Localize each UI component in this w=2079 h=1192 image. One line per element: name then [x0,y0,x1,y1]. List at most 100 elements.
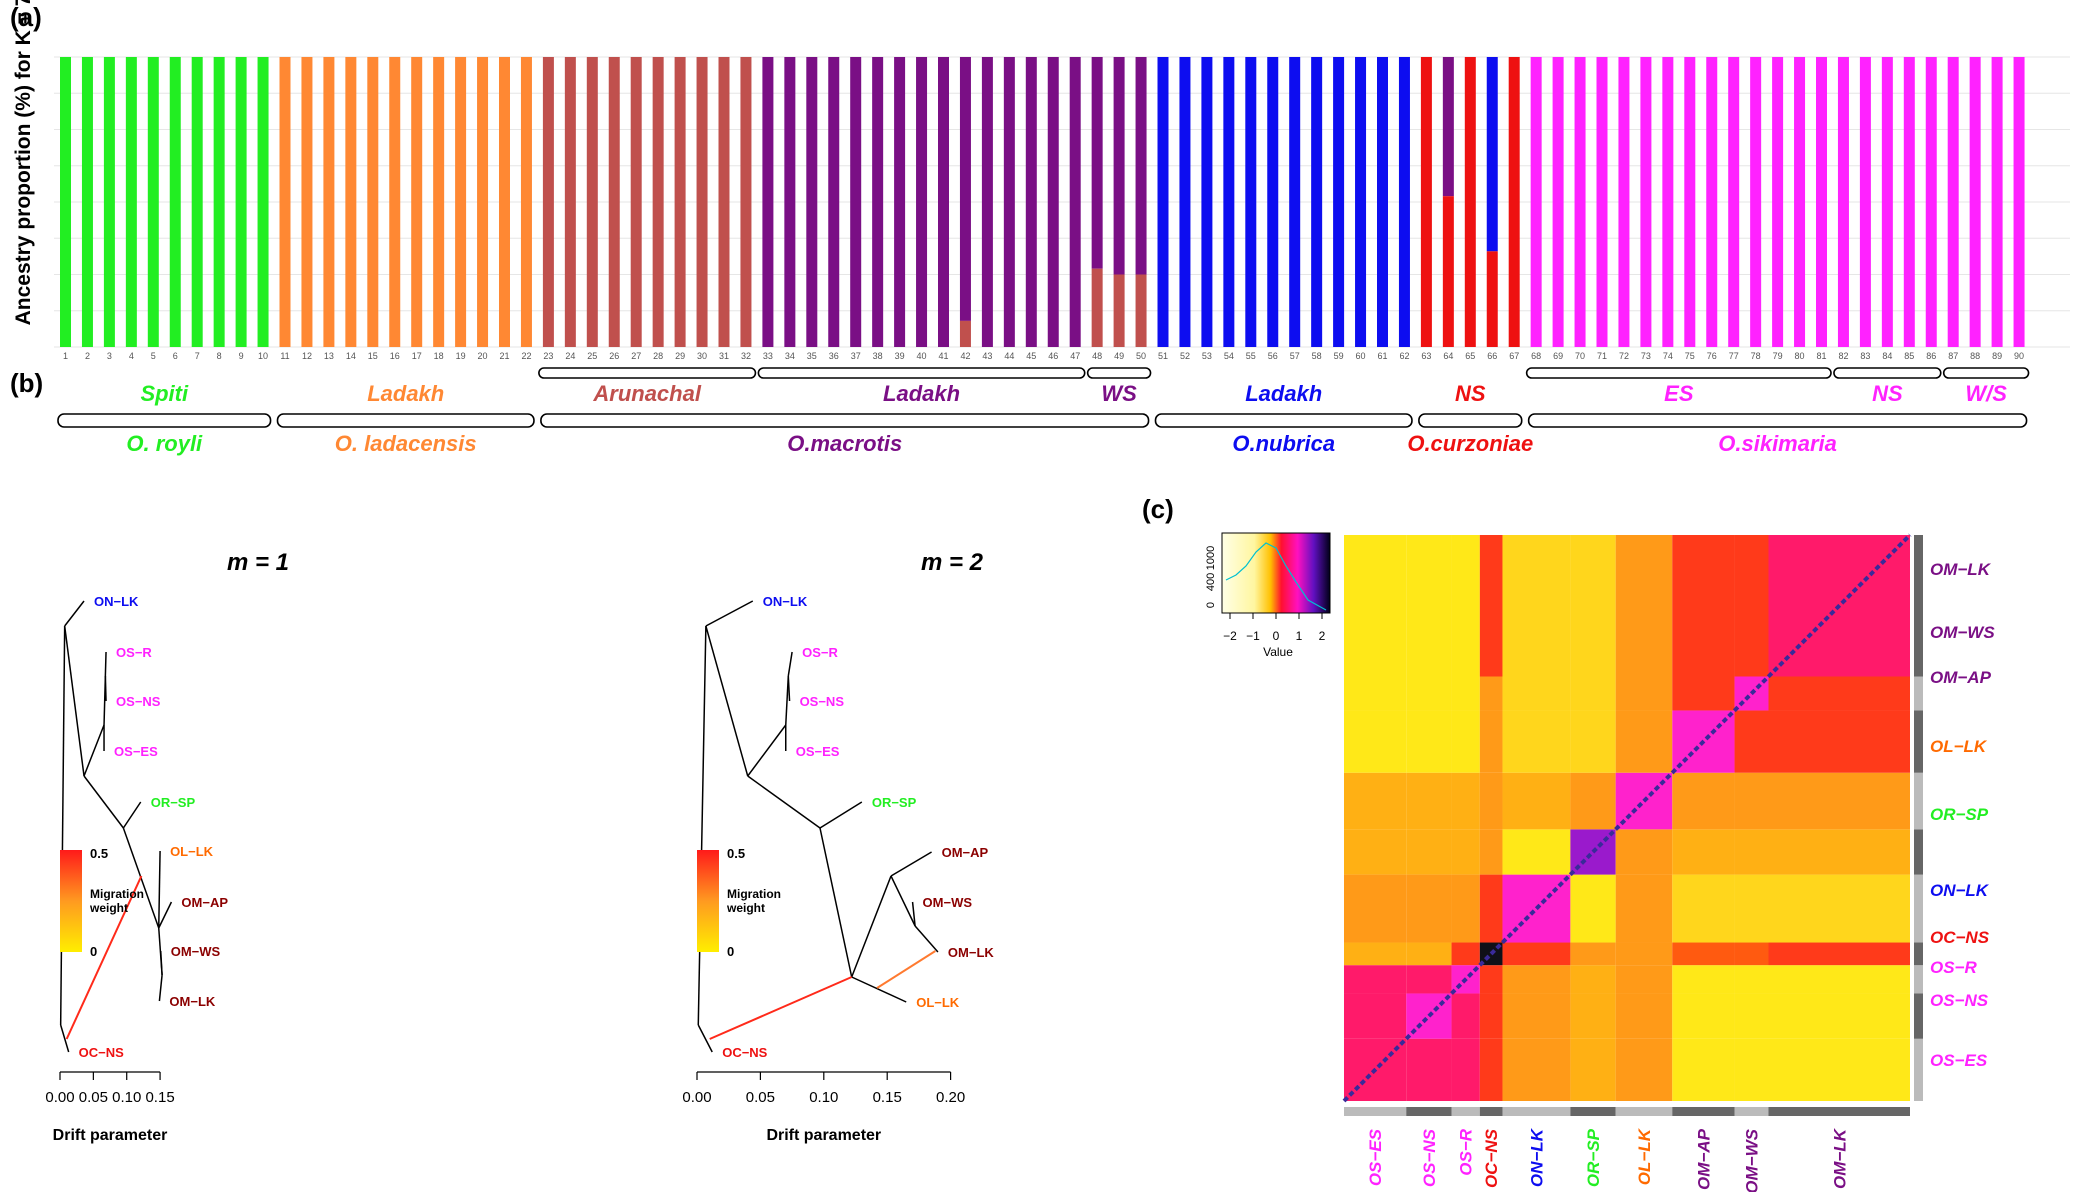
colorkey-hist-label: 0 [1205,602,1217,608]
col-group-bar [1406,1107,1452,1116]
x-axis-label: Drift parameter [53,1127,168,1144]
species-label: O.sikimaria [1718,431,1837,456]
heatmap-block [1672,993,1735,1039]
bar-44 [1003,57,1015,347]
bar-64 [1442,57,1454,197]
bar-2 [81,57,93,347]
tick-label-86: 86 [1926,351,1936,361]
bar-41 [938,57,949,347]
heatmap-block [1570,710,1616,773]
bar-53 [1201,57,1213,347]
tick-label-81: 81 [1816,351,1826,361]
heatmap-block [1406,829,1452,875]
bar-20 [477,57,489,347]
heatmap-block [1570,965,1616,994]
leaf-label: OM−LK [169,994,215,1009]
heatmap-block [1672,829,1735,875]
tick-label-24: 24 [565,351,575,361]
row-group-label: ON−LK [1930,881,1990,900]
tick-label-40: 40 [917,351,927,361]
treemix-m2: m = 2 ON−LK OS−R OS−NS OS−ES OR−SP OM−AP OM−WS… [682,549,994,1144]
bar-42-admix [959,320,971,347]
structure-ylabel: Ancestry proportion (%) for K = 7 [12,0,35,325]
heatmap-block [1344,874,1407,943]
heatmap-block [1734,1038,1769,1101]
leaf-label: OM−WS [171,944,221,959]
structure-group-labels: Spiti Ladakh Arunachal Ladakh WS Ladakh NS ES NS… [57,367,2030,456]
leaf-label: OL−LK [170,844,214,859]
leaf-label: OS−R [802,645,838,660]
region-bracket [538,367,757,379]
heatmap-block [1479,993,1503,1039]
heatmap-block [1768,710,1910,773]
tick-label-22: 22 [521,351,531,361]
tree-branch [705,625,749,777]
bar-29 [674,57,686,347]
migration-edge [709,976,853,1040]
colorkey-tick-label: 0 [1273,629,1280,643]
legend-title: Migration [727,887,781,901]
tick-label-6: 6 [173,351,178,361]
species-bracket [57,413,272,428]
leaf-label: OR−SP [151,795,196,810]
tick-label-79: 79 [1773,351,1783,361]
tick-label-74: 74 [1663,351,1673,361]
x-tick-label: 0.10 [112,1089,141,1106]
leaf-label: OS−R [116,645,152,660]
x-tick-label: 0.05 [79,1089,108,1106]
tick-label-20: 20 [478,351,488,361]
tick-label-28: 28 [653,351,663,361]
tree-branch [83,775,124,829]
tick-label-17: 17 [412,351,422,361]
heatmap-block [1479,874,1503,943]
bar-66 [1486,57,1498,252]
row-group-bar [1914,1038,1923,1101]
species-label: O. royli [126,431,203,456]
bar-14 [345,57,357,347]
tree-branch [819,827,853,978]
bar-6 [169,57,181,347]
bar-40 [916,57,928,347]
tick-label-27: 27 [631,351,641,361]
tick-label-68: 68 [1531,351,1541,361]
heatmap-block [1502,710,1571,773]
tick-label-58: 58 [1312,351,1322,361]
species-bracket [540,413,1150,428]
tree-branch [914,925,939,953]
bar-70 [1574,57,1586,347]
tick-label-51: 51 [1158,351,1168,361]
heatmap-block [1502,676,1571,711]
tick-label-19: 19 [456,351,466,361]
tree-branch [819,801,863,829]
row-group-label: OC−NS [1930,928,1990,947]
species-bracket [1418,413,1523,428]
bar-45 [1025,57,1037,347]
bar-59 [1333,57,1345,347]
leaf-label: OL−LK [916,995,960,1010]
col-group-label: OC−NS [1482,1128,1501,1188]
bar-58 [1311,57,1323,347]
heatmap-block [1451,535,1480,677]
species-bracket [1154,413,1413,428]
heatmap-block [1570,676,1616,711]
tick-label-52: 52 [1180,351,1190,361]
tree-branch [64,600,85,627]
row-group-label: OR−SP [1930,805,1989,824]
row-group-label: OL−LK [1930,737,1988,756]
species-label: O.nubrica [1232,431,1335,456]
heatmap-block [1502,942,1571,966]
bar-49 [1113,57,1125,275]
bar-23 [542,57,554,347]
heatmap-block [1672,676,1735,711]
bar-71 [1596,57,1608,347]
heatmap-block [1406,874,1452,943]
heatmap-block [1344,676,1407,711]
tick-label-38: 38 [873,351,883,361]
heatmap-block [1734,965,1769,994]
tick-label-12: 12 [302,351,312,361]
heatmap-colorkey: −2 −1 0 1 2 0 400 1000 Value [1205,532,1331,659]
heatmap-block [1406,710,1452,773]
bar-16 [389,57,401,347]
heatmap-block [1451,874,1480,943]
tick-label-85: 85 [1904,351,1914,361]
